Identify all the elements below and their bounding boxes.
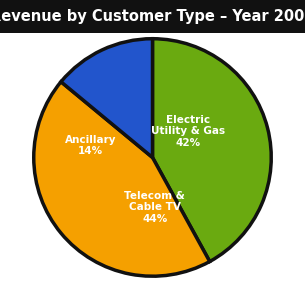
Text: Revenue by Customer Type – Year 2001: Revenue by Customer Type – Year 2001 xyxy=(0,9,305,24)
Wedge shape xyxy=(34,82,210,276)
Text: Ancillary
14%: Ancillary 14% xyxy=(65,135,117,156)
Wedge shape xyxy=(61,39,152,157)
Text: Telecom &
Cable TV
44%: Telecom & Cable TV 44% xyxy=(124,191,185,224)
Wedge shape xyxy=(152,39,271,262)
Text: Electric
Utility & Gas
42%: Electric Utility & Gas 42% xyxy=(151,115,225,148)
